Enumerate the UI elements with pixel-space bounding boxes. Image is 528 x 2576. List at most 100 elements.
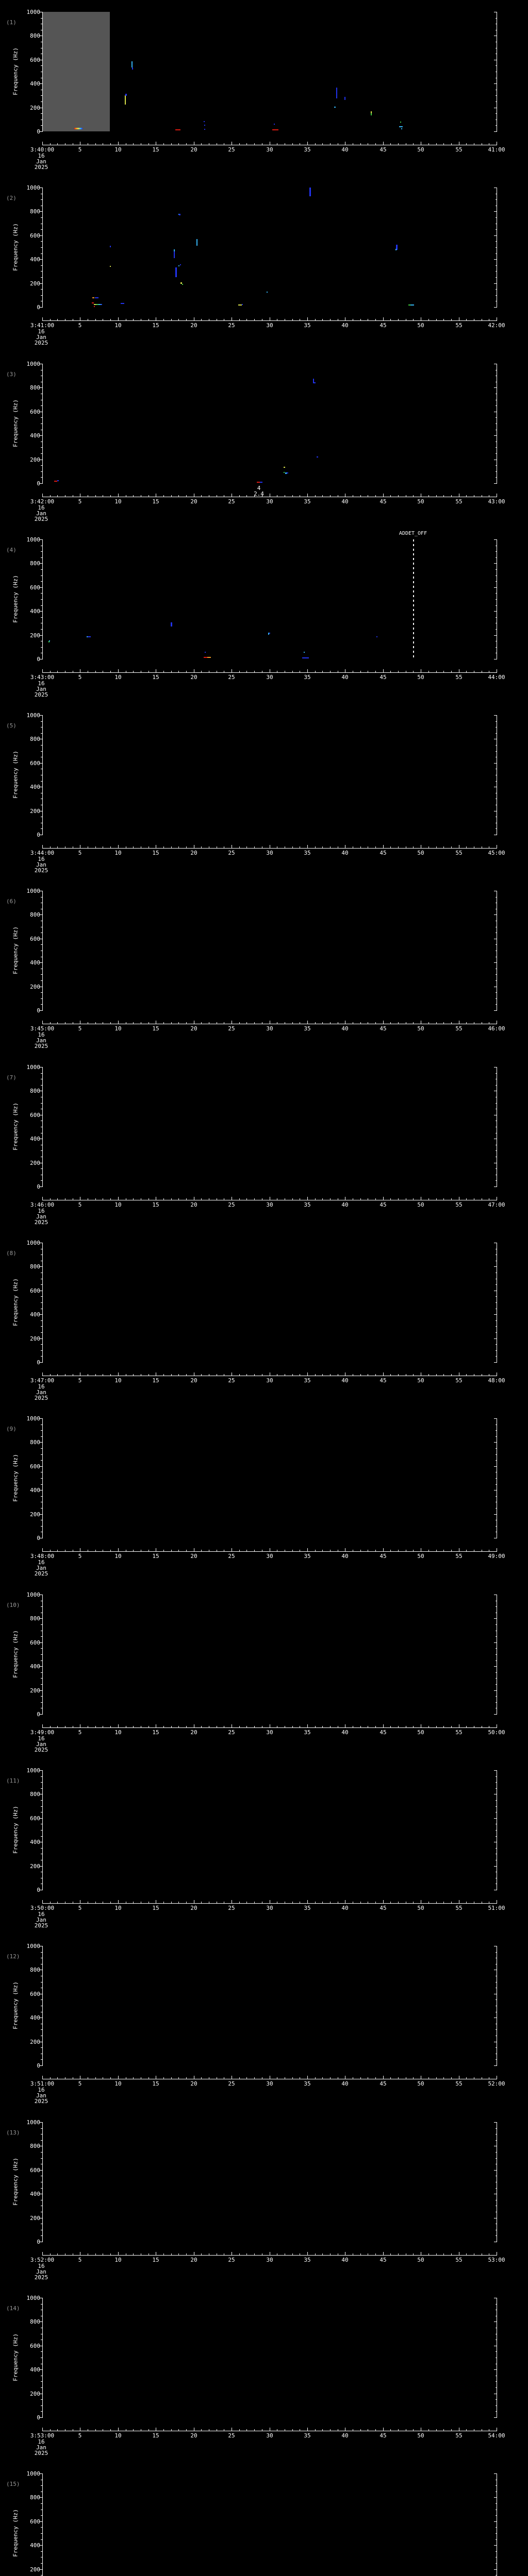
x-minor-tick	[466, 846, 467, 848]
x-tick-label: 35	[304, 1729, 311, 1736]
x-minor-tick	[443, 671, 444, 672]
y-minor-tick-right	[496, 781, 497, 782]
y-minor-tick-right	[496, 2140, 497, 2141]
x-minor-tick	[254, 846, 255, 848]
x-major-tick	[383, 2252, 384, 2255]
y-minor-tick-right	[496, 247, 497, 248]
y-major-tick-right	[494, 483, 497, 484]
y-minor-tick	[41, 1660, 42, 1661]
x-minor-tick	[110, 846, 111, 848]
y-minor-tick-right	[496, 599, 497, 600]
y-minor-tick-right	[496, 1788, 497, 1789]
x-minor-tick	[375, 2077, 376, 2079]
y-tick-label: 400	[30, 2014, 40, 2021]
x-minor-tick	[322, 1550, 323, 1551]
y-major-tick-right	[494, 235, 497, 236]
x-tick-label: 15	[152, 498, 159, 505]
x-tick-label: 20	[190, 146, 197, 153]
x-minor-tick	[148, 2253, 149, 2255]
y-tick-label: 0	[37, 480, 40, 487]
event-mark	[204, 125, 205, 126]
y-major-tick	[39, 1818, 42, 1819]
x-minor-tick	[330, 1374, 331, 1376]
x-minor-tick	[413, 1198, 414, 1200]
x-minor-tick	[443, 1902, 444, 1903]
y-major-tick-right	[494, 2473, 497, 2474]
x-tick-label: 5	[78, 674, 82, 681]
x-minor-tick	[171, 1902, 172, 1903]
y-minor-tick	[41, 569, 42, 570]
y-minor-tick-right	[496, 1448, 497, 1449]
x-tick-label: 50	[417, 674, 424, 681]
x-tick-label: 20	[190, 674, 197, 681]
y-tick-label: 600	[30, 57, 40, 63]
event-mark	[204, 121, 205, 122]
y-major-tick	[39, 259, 42, 260]
y-minor-tick-right	[496, 1836, 497, 1837]
x-minor-tick	[186, 671, 187, 672]
x-minor-tick	[398, 1726, 399, 1727]
y-tick-label: 400	[30, 2191, 40, 2197]
y-minor-tick	[41, 1806, 42, 1807]
x-minor-tick	[428, 495, 429, 497]
x-minor-tick	[186, 1198, 187, 1200]
date-month-label: Jan	[36, 510, 46, 517]
y-minor-tick-right	[496, 125, 497, 126]
x-minor-tick	[57, 2429, 58, 2431]
x-minor-tick	[360, 1902, 361, 1903]
y-minor-tick	[41, 1284, 42, 1285]
y-tick-label: 200	[30, 2039, 40, 2045]
y-minor-tick-right	[496, 1478, 497, 1479]
x-tick-label: 40	[341, 1553, 349, 1560]
y-minor-tick	[41, 2158, 42, 2159]
panel-index-label: (4)	[6, 547, 16, 553]
y-minor-tick-right	[496, 1496, 497, 1497]
x-tick-label: 40	[341, 146, 349, 153]
x-minor-tick	[246, 1374, 247, 1376]
x-minor-tick	[443, 319, 444, 320]
y-minor-tick	[41, 781, 42, 782]
x-minor-tick	[50, 1374, 51, 1376]
x-tick-label: 35	[304, 2080, 311, 2087]
x-tick-label: 30	[266, 1905, 273, 1911]
x-minor-tick	[292, 1022, 293, 1024]
x-minor-tick	[413, 319, 414, 320]
y-minor-tick	[41, 405, 42, 406]
y-tick-label: 200	[30, 808, 40, 815]
event-mark	[317, 456, 318, 457]
x-start-time-label: 3:41:00	[30, 322, 55, 329]
x-tick-label: 45	[380, 1905, 387, 1911]
x-minor-tick	[163, 319, 164, 320]
y-major-tick	[39, 1866, 42, 1867]
panel-index-label: (9)	[6, 1426, 16, 1432]
x-tick-label: 5	[78, 2257, 82, 2263]
event-mark	[287, 472, 288, 473]
y-tick-label: 800	[30, 1263, 40, 1270]
y-tick-label: 0	[37, 1887, 40, 1893]
x-minor-tick	[451, 319, 452, 320]
y-major-tick-right	[494, 211, 497, 212]
x-minor-tick	[466, 1726, 467, 1727]
x-minor-tick	[50, 1550, 51, 1551]
x-minor-tick	[375, 495, 376, 497]
x-minor-tick	[148, 495, 149, 497]
event-mark	[269, 633, 270, 634]
y-minor-tick-right	[496, 2158, 497, 2159]
x-minor-tick	[95, 1374, 96, 1376]
x-minor-tick	[451, 1726, 452, 1727]
y-minor-tick-right	[496, 453, 497, 454]
y-axis-line	[42, 1243, 43, 1363]
x-tick-label: 30	[266, 1377, 273, 1384]
x-major-tick	[42, 1021, 43, 1024]
x-minor-tick	[330, 846, 331, 848]
y-tick-label: 600	[30, 2343, 40, 2349]
x-minor-tick	[57, 1550, 58, 1551]
x-minor-tick	[95, 1022, 96, 1024]
x-minor-tick	[390, 1726, 391, 1727]
date-day-label: 16	[38, 1559, 45, 1566]
y-axis-line	[42, 2473, 43, 2576]
y-tick-label: 200	[30, 1863, 40, 1870]
x-minor-tick	[178, 846, 179, 848]
x-major-tick	[307, 1900, 308, 1903]
